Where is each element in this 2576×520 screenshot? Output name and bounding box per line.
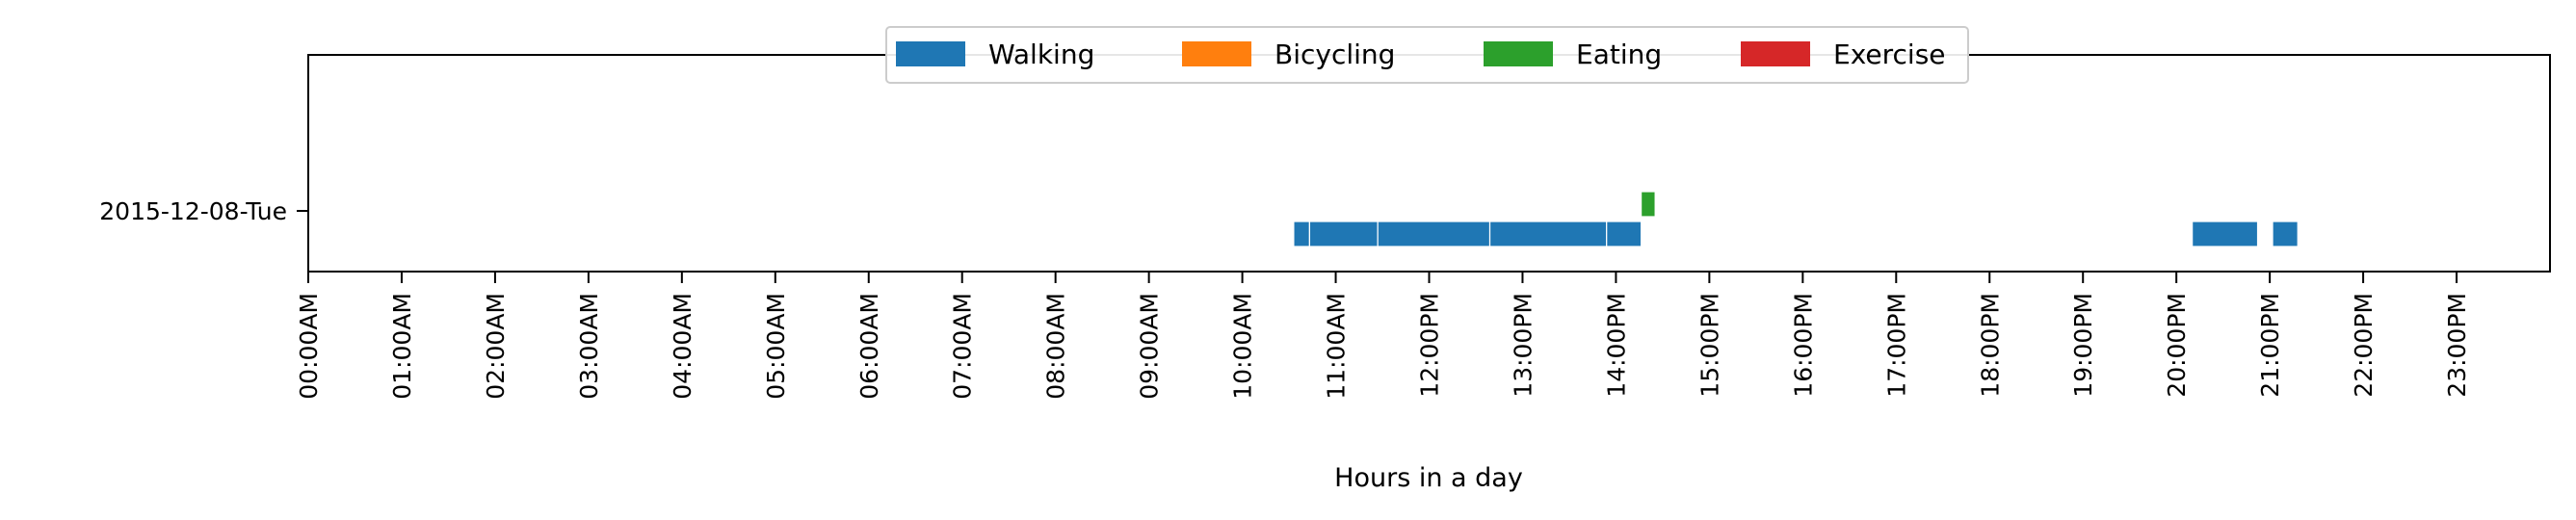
legend-swatch-eating [1484,41,1553,66]
x-tick-label: 23:00PM [2443,293,2471,398]
legend-label-bicycling: Bicycling [1275,39,1395,70]
x-tick-label: 06:00AM [855,293,883,400]
legend-frame [885,26,1969,84]
legend-label-exercise: Exercise [1833,39,1946,70]
x-tick-label: 10:00AM [1229,293,1257,400]
bar-eating-0 [1640,191,1656,218]
bar-walking-5 [2192,221,2259,247]
x-tick-label: 15:00PM [1695,293,1723,398]
x-tick-label: 08:00AM [1042,293,1070,400]
bar-walking-4 [1606,221,1643,247]
x-tick-label: 03:00AM [575,293,603,400]
x-tick-label: 07:00AM [949,293,977,400]
legend-label-walking: Walking [988,39,1094,70]
x-tick-label: 16:00PM [1789,293,1817,398]
x-tick-label: 01:00AM [388,293,416,400]
x-axis-label: Hours in a day [1334,463,1523,493]
legend: Walking Bicycling Eating Exercise [885,26,1969,84]
x-tick-label: 19:00PM [2069,293,2097,398]
bar-walking-0 [1293,221,1310,247]
y-tick-label: 2015-12-08-Tue [99,197,287,225]
x-tick-label: 09:00AM [1136,293,1164,400]
x-tick-label: 11:00AM [1323,293,1351,400]
x-tick-label: 05:00AM [762,293,790,400]
x-tick-label: 20:00PM [2163,293,2191,398]
legend-swatch-bicycling [1182,41,1251,66]
x-tick-label: 04:00AM [669,293,697,400]
bar-walking-3 [1488,221,1608,247]
x-tick-label: 14:00PM [1602,293,1630,398]
legend-label-eating: Eating [1576,39,1662,70]
legend-swatch-exercise [1741,41,1810,66]
x-tick-label: 17:00PM [1882,293,1910,398]
bar-walking-6 [2272,221,2299,247]
x-tick-label: 13:00PM [1509,293,1537,398]
bar-walking-1 [1308,221,1379,247]
bar-walking-2 [1377,221,1491,247]
x-tick-label: 21:00PM [2256,293,2284,398]
bars-layer [1293,191,2299,247]
x-tick-label: 00:00AM [295,293,323,400]
x-tick-label: 02:00AM [482,293,510,400]
x-tick-label: 22:00PM [2350,293,2378,398]
x-axis: 00:00AM 01:00AM 02:00AM 03:00AM 04:00AM 05:00… [295,272,2471,400]
y-axis: 2015-12-08-Tue [99,197,308,225]
x-tick-label: 12:00PM [1416,293,1444,398]
x-tick-label: 18:00PM [1976,293,2004,398]
legend-swatch-walking [896,41,965,66]
